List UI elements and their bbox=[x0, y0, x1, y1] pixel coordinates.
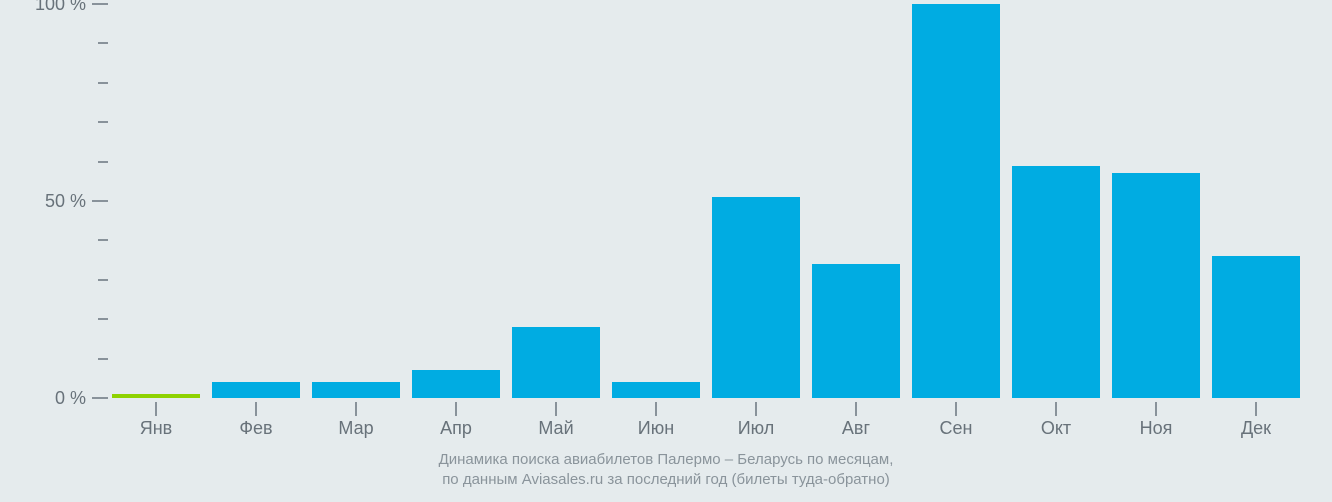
bar bbox=[612, 382, 700, 398]
y-minor-tick bbox=[98, 42, 108, 44]
x-tick-label: Ноя bbox=[1116, 418, 1196, 439]
x-tick-label: Мар bbox=[316, 418, 396, 439]
y-tick bbox=[92, 397, 108, 399]
y-minor-tick bbox=[98, 239, 108, 241]
x-tick bbox=[555, 402, 557, 416]
bar bbox=[1012, 166, 1100, 398]
x-tick-label: Май bbox=[516, 418, 596, 439]
bar bbox=[712, 197, 800, 398]
x-tick-label: Окт bbox=[1016, 418, 1096, 439]
x-tick-label: Фев bbox=[216, 418, 296, 439]
x-tick-label: Апр bbox=[416, 418, 496, 439]
chart-container: 0 % 50 % 100 % Янв Фев Мар Апр Май Июн Июл Авг Сен… bbox=[0, 0, 1332, 502]
y-minor-tick bbox=[98, 358, 108, 360]
x-tick bbox=[355, 402, 357, 416]
caption-line-1: Динамика поиска авиабилетов Палермо – Бе… bbox=[439, 451, 894, 468]
x-tick bbox=[155, 402, 157, 416]
x-tick-label: Июл bbox=[716, 418, 796, 439]
x-tick bbox=[855, 402, 857, 416]
chart-caption: Динамика поиска авиабилетов Палермо – Бе… bbox=[0, 450, 1332, 491]
y-minor-tick bbox=[98, 279, 108, 281]
bar bbox=[312, 382, 400, 398]
bar bbox=[1112, 173, 1200, 398]
bar bbox=[512, 327, 600, 398]
x-tick-label: Сен bbox=[916, 418, 996, 439]
y-tick-label: 100 % bbox=[35, 0, 86, 15]
y-tick-label: 50 % bbox=[45, 191, 86, 212]
bar bbox=[912, 4, 1000, 398]
y-minor-tick bbox=[98, 82, 108, 84]
bar bbox=[112, 394, 200, 398]
x-tick bbox=[655, 402, 657, 416]
x-tick-label: Дек bbox=[1216, 418, 1296, 439]
x-tick bbox=[1155, 402, 1157, 416]
x-tick bbox=[1055, 402, 1057, 416]
x-tick bbox=[755, 402, 757, 416]
y-tick-label: 0 % bbox=[55, 388, 86, 409]
bar bbox=[1212, 256, 1300, 398]
bar bbox=[412, 370, 500, 398]
y-minor-tick bbox=[98, 161, 108, 163]
y-minor-tick bbox=[98, 121, 108, 123]
bar bbox=[212, 382, 300, 398]
y-minor-tick bbox=[98, 318, 108, 320]
y-tick bbox=[92, 200, 108, 202]
x-tick-label: Янв bbox=[116, 418, 196, 439]
plot-area bbox=[112, 4, 1322, 398]
bar bbox=[812, 264, 900, 398]
x-tick bbox=[455, 402, 457, 416]
caption-line-2: по данным Aviasales.ru за последний год … bbox=[442, 471, 890, 488]
x-tick bbox=[255, 402, 257, 416]
x-tick-label: Июн bbox=[616, 418, 696, 439]
x-tick bbox=[1255, 402, 1257, 416]
x-tick-label: Авг bbox=[816, 418, 896, 439]
y-tick bbox=[92, 3, 108, 5]
x-tick bbox=[955, 402, 957, 416]
